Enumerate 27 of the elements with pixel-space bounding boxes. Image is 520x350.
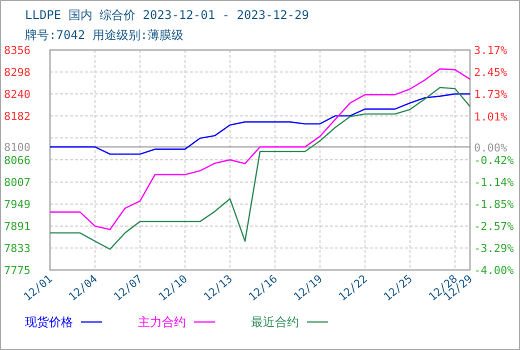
y-tick-label: 7775 xyxy=(4,264,30,277)
y-tick-label: 8066 xyxy=(4,154,30,167)
y-tick-label: 8182 xyxy=(4,110,30,123)
y2-tick-label: 1.73% xyxy=(474,88,508,102)
y-tick-label: 8356 xyxy=(4,44,30,57)
legend-label: 主力合约 xyxy=(138,315,186,329)
chart-title: LLDPE 国内 综合价 2023-12-01 - 2023-12-29 xyxy=(25,8,309,22)
legend-label: 最近合约 xyxy=(251,315,299,329)
legend-label: 现货价格 xyxy=(25,315,73,329)
y2-tick-label: 0.00% xyxy=(474,141,508,154)
y2-tick-label: -3.29% xyxy=(474,242,514,256)
y2-tick-label: -1.14% xyxy=(474,176,514,190)
y-tick-label: 8100 xyxy=(4,140,30,154)
y-tick-label: 8240 xyxy=(4,88,30,101)
chart-subtitle: 牌号:7042 用途级别:薄膜级 xyxy=(25,28,184,42)
y2-tick-label: 1.01% xyxy=(474,110,508,124)
y-tick-label: 8298 xyxy=(4,66,30,79)
y2-tick-label: -4.00% xyxy=(474,264,514,277)
y-tick-label: 8007 xyxy=(4,176,30,190)
y2-tick-label: -2.57% xyxy=(474,220,514,234)
y2-tick-label: -1.85% xyxy=(474,198,514,212)
y2-tick-label: 2.45% xyxy=(474,66,508,80)
y2-tick-label: -0.42% xyxy=(474,154,514,168)
y-tick-label: 7891 xyxy=(4,220,30,234)
y-tick-label: 7949 xyxy=(4,198,30,212)
y-tick-label: 7833 xyxy=(4,242,30,256)
y2-tick-label: 3.17% xyxy=(474,44,508,57)
